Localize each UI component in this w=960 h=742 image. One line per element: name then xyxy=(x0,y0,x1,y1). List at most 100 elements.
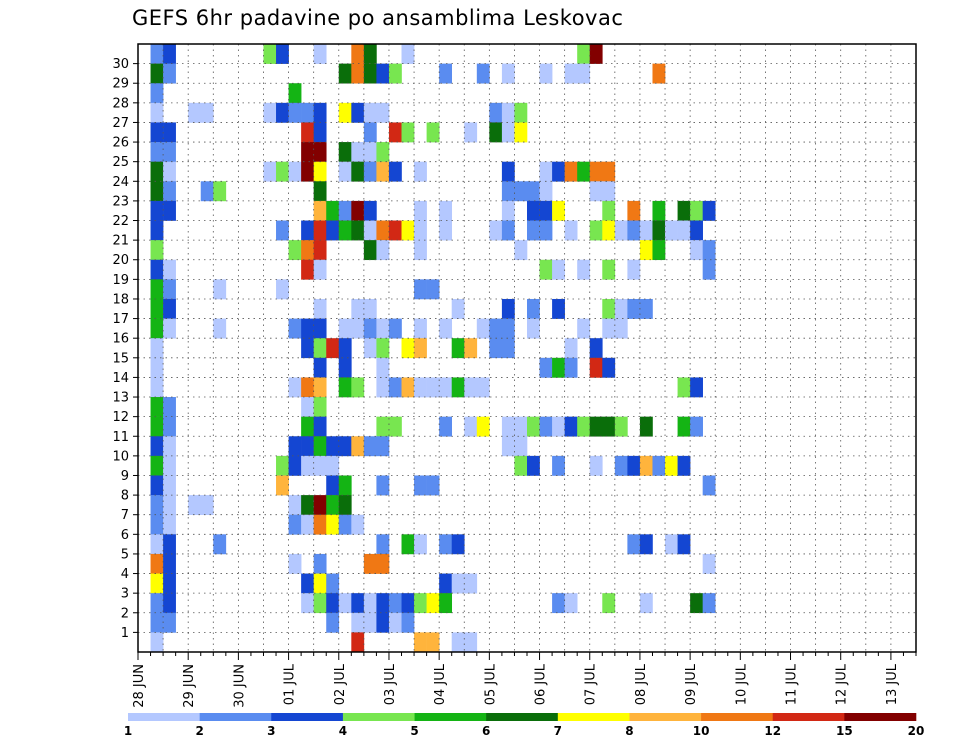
heatmap-cell xyxy=(150,514,164,535)
heatmap-cell xyxy=(351,436,365,457)
heatmap-cell xyxy=(338,377,352,398)
heatmap-cell xyxy=(677,416,691,437)
heatmap-cell xyxy=(288,318,302,339)
heatmap-cell xyxy=(376,240,390,261)
heatmap-cell xyxy=(376,593,390,614)
heatmap-cell xyxy=(301,495,314,516)
heatmap-cell xyxy=(363,63,377,84)
colorbar-swatch xyxy=(844,713,917,721)
heatmap-cell xyxy=(639,455,653,476)
heatmap-cell xyxy=(288,455,302,476)
colorbar-label: 7 xyxy=(554,724,562,738)
heatmap-cell xyxy=(163,63,176,84)
heatmap-cell xyxy=(476,63,490,84)
heatmap-cell xyxy=(313,122,327,143)
heatmap-cell xyxy=(301,436,314,457)
x-tick-label: 30 JUN xyxy=(232,664,247,708)
heatmap-cell xyxy=(313,495,327,516)
heatmap-cell xyxy=(188,102,202,123)
heatmap-cell xyxy=(514,102,528,123)
heatmap-cell xyxy=(652,240,666,261)
heatmap-cell xyxy=(702,259,716,280)
heatmap-cell xyxy=(200,102,214,123)
heatmap-cell xyxy=(388,161,402,182)
y-tick-label: 8 xyxy=(121,489,129,504)
heatmap-cell xyxy=(301,240,314,261)
heatmap-cell xyxy=(577,63,591,84)
colorbar-label: 4 xyxy=(339,724,347,738)
heatmap-cell xyxy=(376,553,390,574)
heatmap-cell xyxy=(501,298,515,319)
heatmap-cell xyxy=(677,534,691,555)
heatmap-cell xyxy=(326,338,340,359)
y-tick-label: 1 xyxy=(121,626,129,641)
heatmap-cell xyxy=(602,161,616,182)
y-tick-label: 29 xyxy=(112,77,129,92)
heatmap-cell xyxy=(363,122,377,143)
heatmap-cell xyxy=(150,632,164,653)
heatmap-cell xyxy=(276,102,289,123)
heatmap-cell xyxy=(163,475,176,496)
heatmap-cell xyxy=(501,220,515,241)
heatmap-cell xyxy=(338,63,352,84)
heatmap-cell xyxy=(614,455,628,476)
heatmap-cell xyxy=(363,318,377,339)
heatmap-cell xyxy=(501,161,515,182)
heatmap-cell xyxy=(150,377,164,398)
heatmap-cell xyxy=(414,338,427,359)
y-tick-label: 14 xyxy=(112,371,129,386)
heatmap-cell xyxy=(163,553,176,574)
heatmap-cell xyxy=(414,200,427,221)
heatmap-cell xyxy=(150,44,164,64)
heatmap-cell xyxy=(338,338,352,359)
heatmap-cell xyxy=(351,200,365,221)
colorbar-swatch xyxy=(772,713,845,721)
heatmap-cell xyxy=(439,220,453,241)
y-tick-label: 20 xyxy=(112,253,129,268)
heatmap-cell xyxy=(376,102,390,123)
colorbar-swatch xyxy=(199,713,272,721)
heatmap-cell xyxy=(213,181,227,202)
heatmap-cell xyxy=(589,338,603,359)
heatmap-cell xyxy=(150,102,164,123)
heatmap-cell xyxy=(150,200,164,221)
heatmap-cell xyxy=(514,436,528,457)
heatmap-cell xyxy=(564,416,578,437)
heatmap-cell xyxy=(501,122,515,143)
heatmap-cell xyxy=(163,612,176,633)
heatmap-cell xyxy=(163,436,176,457)
heatmap-cell xyxy=(200,495,214,516)
heatmap-cell xyxy=(376,534,390,555)
heatmap-cell xyxy=(150,142,164,162)
colorbar-swatch xyxy=(414,713,487,721)
heatmap-cell xyxy=(301,318,314,339)
heatmap-cell xyxy=(326,475,340,496)
x-tick-label: 29 JUN xyxy=(182,664,197,708)
y-tick-label: 2 xyxy=(121,606,129,621)
heatmap-cell xyxy=(464,632,478,653)
heatmap-cell xyxy=(514,416,528,437)
heatmap-cell xyxy=(326,593,340,614)
heatmap-cell xyxy=(363,44,377,64)
heatmap-cell xyxy=(363,436,377,457)
heatmap-cell xyxy=(313,181,327,202)
heatmap-cell xyxy=(150,83,164,104)
heatmap-cell xyxy=(313,200,327,221)
heatmap-cell xyxy=(414,534,427,555)
y-tick-label: 5 xyxy=(121,547,129,562)
x-tick-label: 02 JUL xyxy=(333,663,348,705)
heatmap-cell xyxy=(589,455,603,476)
colorbar-swatch xyxy=(701,713,774,721)
heatmap-cell xyxy=(313,397,327,417)
heatmap-cell xyxy=(439,200,453,221)
heatmap-cell xyxy=(627,534,641,555)
heatmap-cell xyxy=(539,200,553,221)
heatmap-cell xyxy=(665,220,678,241)
heatmap-cell xyxy=(376,416,390,437)
heatmap-cell xyxy=(539,181,553,202)
y-tick-label: 22 xyxy=(112,214,129,229)
heatmap-cell xyxy=(577,161,591,182)
heatmap-cell xyxy=(426,593,440,614)
heatmap-cell xyxy=(388,318,402,339)
